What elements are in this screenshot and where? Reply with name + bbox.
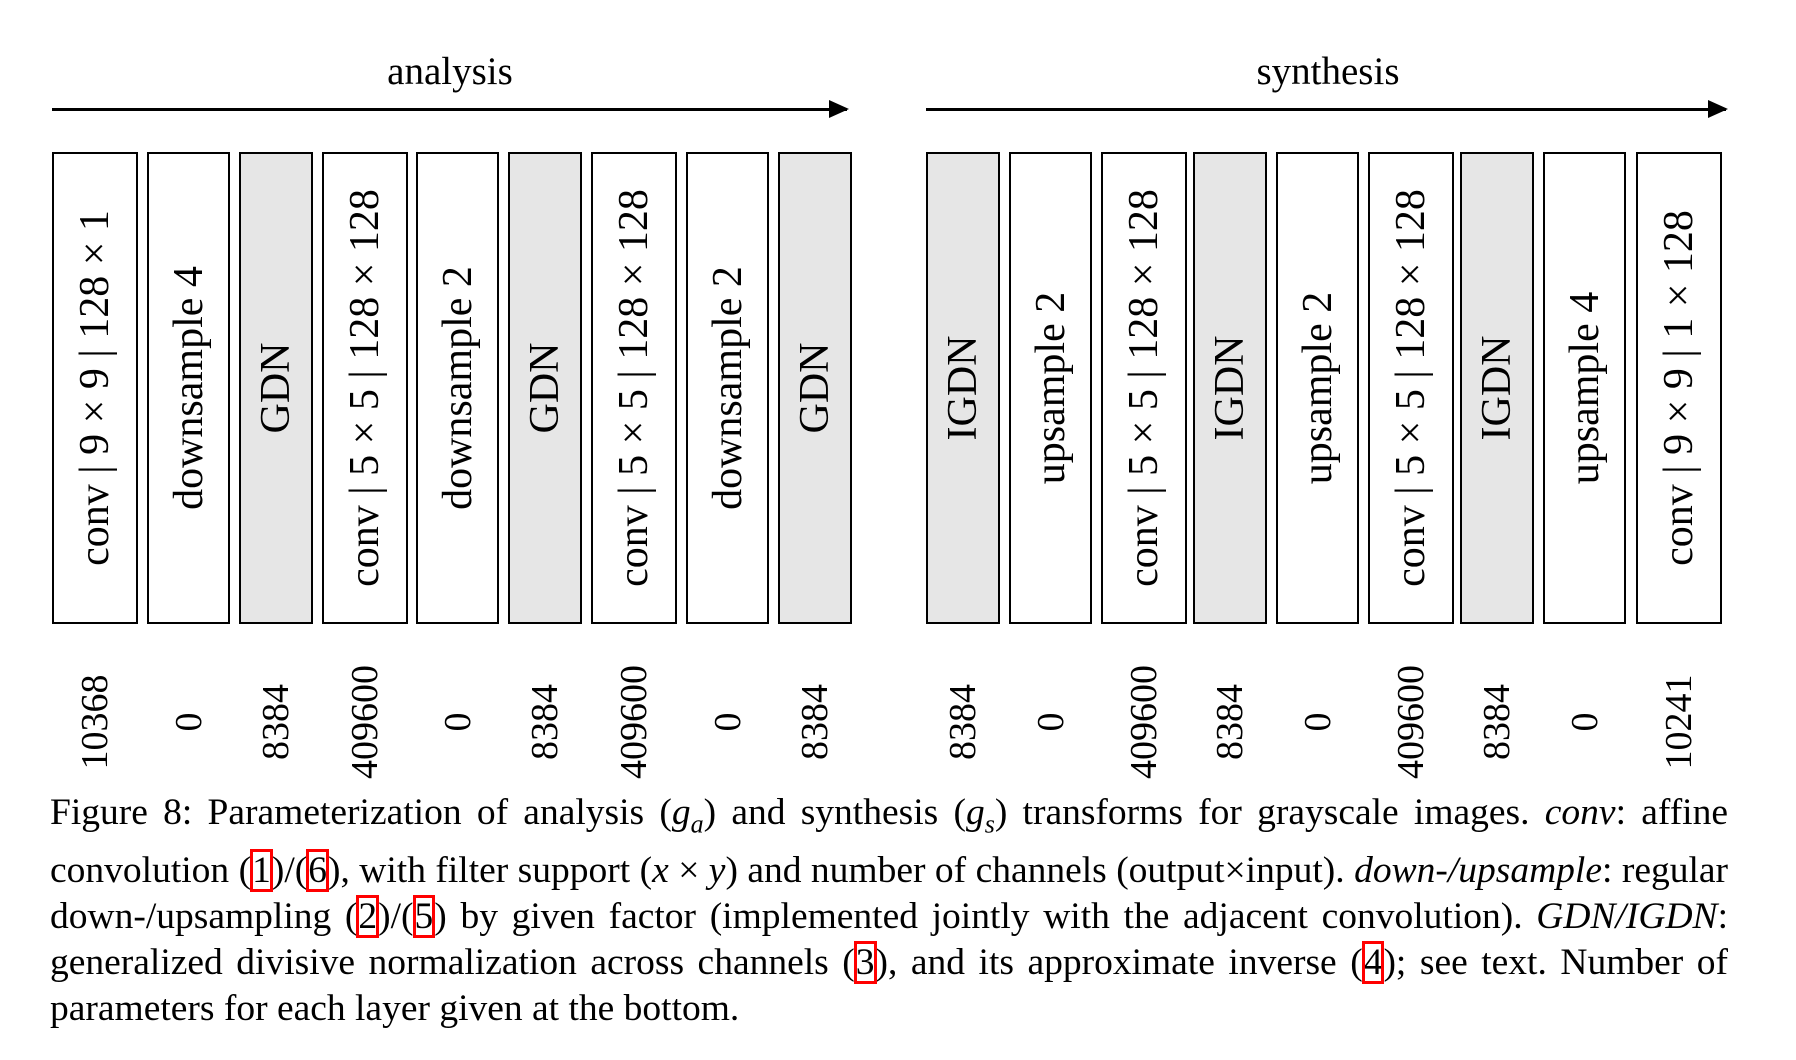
param-count: 409600 [1123, 665, 1165, 779]
param-count: 0 [1029, 712, 1072, 732]
layer-label: GDN [253, 342, 299, 434]
param-count: 409600 [1390, 665, 1432, 779]
param-count: 409600 [344, 665, 386, 779]
term-conv: conv [1544, 792, 1616, 833]
param-count: 0 [1296, 712, 1339, 732]
analysis-layer-box: conv | 9 × 9 | 128 × 1 [52, 152, 138, 624]
layer-label: downsample 4 [165, 266, 212, 510]
param-count: 10241 [1658, 674, 1700, 770]
param-count: 8384 [1209, 684, 1251, 760]
analysis-layer-box: downsample 2 [416, 152, 499, 624]
layer-label: conv | 9 × 9 | 1 × 128 [1656, 210, 1702, 566]
layer-label: conv | 5 × 5 | 128 × 128 [1388, 189, 1434, 587]
analysis-layer-box: GDN [508, 152, 582, 624]
synthesis-layer-box: upsample 2 [1276, 152, 1359, 624]
param-count: 0 [706, 712, 749, 732]
param-count: 8384 [1476, 684, 1518, 760]
param-count: 8384 [255, 684, 297, 760]
synthesis-label: synthesis [1256, 50, 1400, 93]
analysis-layer-box: downsample 2 [686, 152, 769, 624]
equation-ref-3[interactable]: 3 [853, 940, 877, 984]
synthesis-layer-box: conv | 5 × 5 | 128 × 128 [1368, 152, 1454, 624]
analysis-arrow [52, 100, 849, 118]
param-count: 8384 [794, 684, 836, 760]
figure-caption: Figure 8: Parameterization of analysis (… [50, 792, 1729, 1029]
analysis-layer-box: GDN [778, 152, 852, 624]
synthesis-layer-box: conv | 9 × 9 | 1 × 128 [1636, 152, 1722, 624]
synthesis-layer-box: IGDN [1193, 152, 1267, 624]
synthesis-layer-box: IGDN [1460, 152, 1534, 624]
equation-ref-4[interactable]: 4 [1361, 940, 1385, 984]
layer-label: upsample 2 [1027, 291, 1074, 485]
layer-label: downsample 2 [704, 266, 751, 510]
transform-diagram: analysis synthesis conv | 9 × 9 | 128 × … [52, 50, 1728, 779]
layer-label: conv | 5 × 5 | 128 × 128 [342, 189, 388, 587]
analysis-layer-box: downsample 4 [147, 152, 230, 624]
analysis-label: analysis [387, 50, 513, 93]
param-count: 0 [1563, 712, 1606, 732]
synthesis-arrow [926, 100, 1728, 118]
synthesis-layer-box: upsample 4 [1543, 152, 1626, 624]
param-count: 0 [436, 712, 479, 732]
equation-ref-5[interactable]: 5 [412, 894, 436, 938]
param-count: 10368 [74, 674, 116, 770]
layer-label: conv | 9 × 9 | 128 × 1 [72, 210, 118, 566]
layer-label: conv | 5 × 5 | 128 × 128 [611, 189, 657, 587]
param-count: 409600 [613, 665, 655, 779]
layer-label: upsample 2 [1294, 291, 1341, 485]
equation-ref-6[interactable]: 6 [306, 848, 329, 892]
layer-label: upsample 4 [1561, 291, 1608, 485]
equation-ref-2[interactable]: 2 [356, 894, 380, 938]
layer-label: GDN [522, 342, 568, 434]
synthesis-layer-box: conv | 5 × 5 | 128 × 128 [1101, 152, 1187, 624]
param-count: 8384 [524, 684, 566, 760]
param-count: 8384 [942, 684, 984, 760]
layer-label: IGDN [1207, 335, 1253, 441]
layer-label: IGDN [1474, 335, 1520, 441]
term-resample: down-/upsample [1354, 849, 1602, 891]
layer-label: downsample 2 [434, 266, 481, 510]
layer-label: IGDN [940, 335, 986, 441]
synthesis-layer-box: IGDN [926, 152, 1000, 624]
param-count: 0 [167, 712, 210, 732]
term-gdn: GDN/IGDN [1536, 895, 1718, 937]
analysis-layer-box: conv | 5 × 5 | 128 × 128 [322, 152, 408, 624]
layer-label: conv | 5 × 5 | 128 × 128 [1121, 189, 1167, 587]
equation-ref-1[interactable]: 1 [250, 848, 273, 892]
layer-label: GDN [792, 342, 838, 434]
analysis-layer-box: conv | 5 × 5 | 128 × 128 [591, 152, 677, 624]
synthesis-layer-box: upsample 2 [1009, 152, 1092, 624]
analysis-layer-box: GDN [239, 152, 313, 624]
